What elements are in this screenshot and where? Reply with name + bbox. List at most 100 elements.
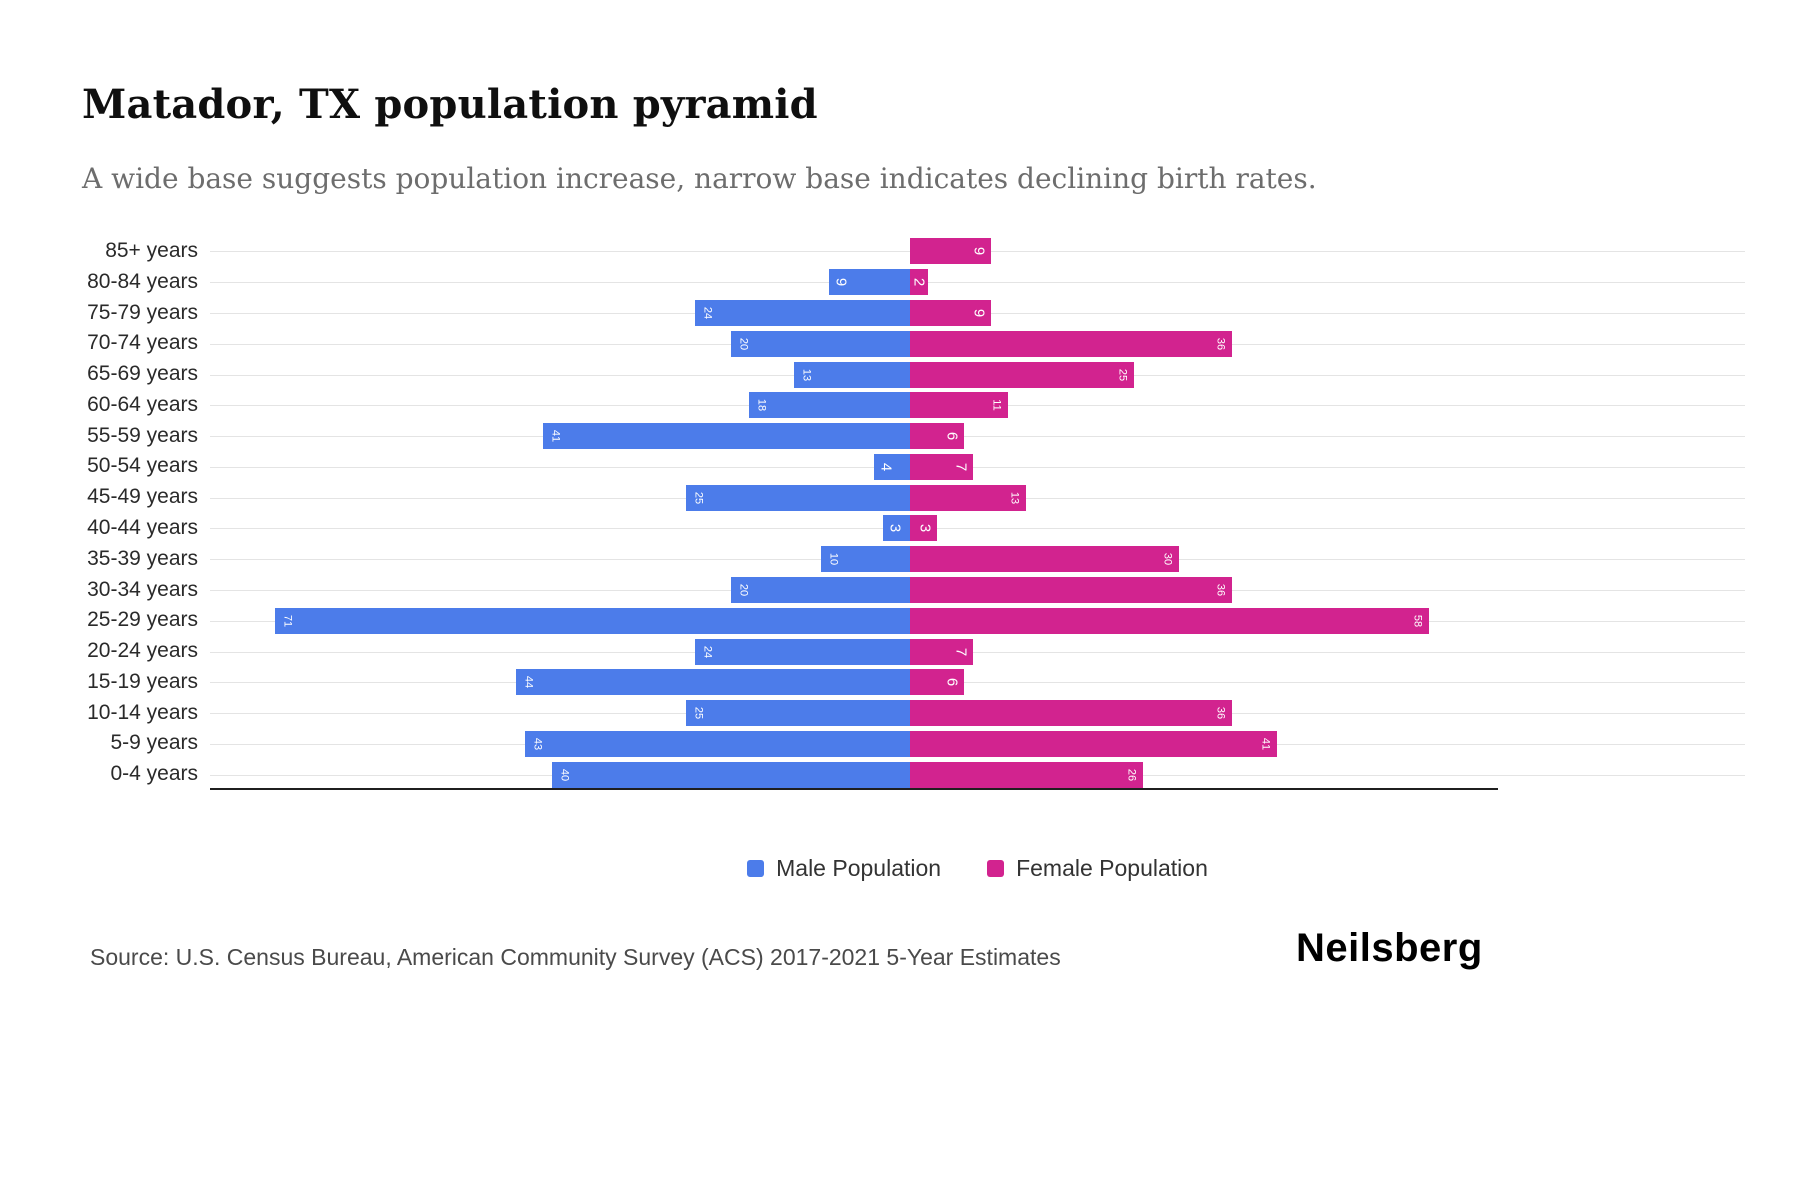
male-bar: 20	[731, 330, 910, 357]
legend-item-male: Male Population	[747, 855, 941, 882]
gridline	[210, 436, 1745, 438]
male-value-label: 25	[692, 491, 705, 504]
female-value-label: 30	[1161, 553, 1173, 566]
female-value-label: 58	[1411, 614, 1424, 627]
gridline	[210, 682, 1745, 684]
male-bar: 43	[525, 730, 910, 757]
male-bar: 71	[274, 607, 910, 634]
age-group-label: 30-34 years	[87, 577, 198, 601]
chart-legend: Male Population Female Population	[210, 848, 1745, 888]
female-bar: 25	[910, 361, 1134, 388]
male-bar: 25	[686, 484, 910, 511]
female-value-label: 7	[952, 462, 970, 471]
female-value-label: 3	[916, 524, 934, 533]
male-bar: 3	[883, 515, 910, 542]
female-value-label: 25	[1116, 368, 1129, 381]
female-bar: 13	[910, 484, 1027, 511]
gridline	[210, 466, 1745, 468]
gridline	[210, 528, 1745, 530]
male-bar: 44	[516, 669, 910, 696]
age-group-label: 80-84 years	[87, 269, 198, 293]
male-swatch-icon	[747, 859, 765, 877]
female-value-label: 36	[1214, 706, 1227, 720]
source-text: Source: U.S. Census Bureau, American Com…	[90, 944, 1061, 970]
gridline	[210, 282, 1745, 284]
male-value-label: 41	[549, 429, 562, 443]
male-value-label: 18	[755, 399, 768, 412]
neilsberg-logo: Neilsberg	[1296, 926, 1483, 970]
age-group-label: 25-29 years	[87, 608, 198, 632]
age-group-label: 75-79 years	[87, 300, 198, 324]
male-value-label: 40	[558, 768, 571, 781]
male-value-label: 10	[827, 553, 839, 566]
age-group-label: 65-69 years	[87, 362, 198, 386]
female-value-label: 36	[1214, 583, 1227, 597]
male-value-label: 24	[701, 306, 714, 320]
age-group-label: 0-4 years	[110, 762, 198, 786]
male-bar: 41	[543, 423, 910, 450]
age-group-label: 20-24 years	[87, 639, 198, 663]
male-bar: 40	[552, 761, 910, 788]
female-value-label: 26	[1125, 768, 1138, 781]
page-title: Matador, TX population pyramid	[82, 80, 818, 128]
male-value-label: 44	[522, 676, 535, 689]
age-group-label: 10-14 years	[87, 700, 198, 724]
female-value-label: 11	[990, 399, 1003, 411]
female-value-label: 7	[952, 647, 970, 656]
female-value-label: 9	[970, 247, 988, 256]
female-bar: 9	[910, 238, 991, 265]
male-bar: 18	[748, 392, 910, 419]
legend-label: Male Population	[776, 854, 942, 881]
gridline	[210, 651, 1745, 653]
x-axis-line	[210, 788, 1498, 790]
age-group-label: 5-9 years	[110, 731, 198, 755]
male-bar: 13	[793, 361, 910, 388]
female-value-label: 6	[943, 678, 961, 687]
age-group-label: 15-19 years	[87, 669, 198, 693]
age-group-label: 45-49 years	[87, 485, 198, 509]
female-bar: 7	[910, 638, 973, 665]
male-value-label: 43	[531, 737, 544, 750]
female-bar: 36	[910, 576, 1233, 603]
female-bar: 7	[910, 453, 973, 480]
male-bar: 10	[820, 546, 910, 573]
male-value-label: 24	[701, 645, 714, 658]
male-bar: 25	[686, 700, 910, 727]
age-group-label: 35-39 years	[87, 546, 198, 570]
chart-subtitle: A wide base suggests population increase…	[82, 162, 1317, 195]
female-bar: 2	[910, 269, 928, 296]
female-bar: 41	[910, 730, 1277, 757]
female-value-label: 41	[1259, 737, 1272, 750]
male-bar: 20	[731, 576, 910, 603]
female-value-label: 2	[910, 277, 928, 287]
age-group-label: 55-59 years	[87, 423, 198, 447]
age-group-label: 85+ years	[105, 239, 198, 262]
male-bar: 4	[874, 453, 910, 480]
female-bar: 30	[910, 546, 1179, 573]
female-swatch-icon	[987, 859, 1005, 877]
female-value-label: 36	[1214, 337, 1227, 350]
legend-label: Female Population	[1016, 854, 1208, 881]
male-value-label: 9	[832, 277, 850, 287]
male-bar: 9	[829, 269, 910, 296]
male-value-label: 20	[737, 337, 750, 350]
female-bar: 11	[910, 392, 1009, 419]
female-value-label: 13	[1008, 491, 1021, 504]
male-value-label: 71	[281, 614, 294, 627]
age-group-label: 70-74 years	[87, 331, 198, 355]
age-group-label: 40-44 years	[87, 516, 198, 539]
female-bar: 36	[910, 330, 1233, 357]
male-bar: 24	[695, 299, 910, 326]
female-value-label: 6	[943, 431, 961, 441]
age-group-label: 50-54 years	[87, 454, 198, 478]
female-bar: 6	[910, 423, 964, 450]
female-bar: 6	[910, 669, 964, 696]
female-bar: 3	[910, 515, 937, 542]
male-value-label: 13	[800, 368, 813, 381]
male-value-label: 25	[692, 706, 705, 720]
female-bar: 9	[910, 299, 991, 326]
male-value-label: 4	[877, 462, 895, 471]
female-value-label: 9	[970, 308, 988, 318]
legend-item-female: Female Population	[987, 855, 1208, 882]
